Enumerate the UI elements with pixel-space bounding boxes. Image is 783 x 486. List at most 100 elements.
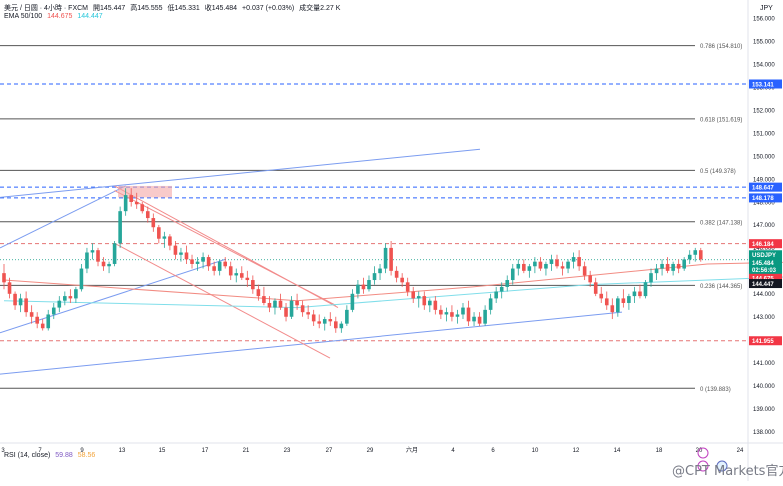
level-badge-text-141.955: 141.955 [752, 339, 774, 345]
candle-body [206, 257, 211, 267]
level-badge-text-153.141: 153.141 [752, 82, 774, 88]
y-tick-label: 152.000 [753, 108, 775, 114]
candle-body [555, 259, 559, 267]
candle-body [101, 261, 106, 267]
candle-body [588, 275, 592, 283]
y-tick-label: 155.000 [753, 40, 775, 46]
candle-body [671, 263, 675, 271]
high-label: 高 [130, 5, 138, 12]
candle-body [488, 298, 493, 310]
level-badge-text-148.647: 148.647 [752, 185, 774, 191]
candle-body [184, 252, 189, 260]
low-label: 低 [167, 5, 175, 12]
candle-body [356, 284, 360, 294]
channel-line-lower [114, 242, 331, 359]
candle-body [345, 309, 349, 324]
price-badge-text-1: 145.484 [752, 261, 774, 267]
y-tick-label: 138.000 [753, 430, 775, 436]
fib-label-0.5: 0.5 (149.378) [700, 169, 736, 175]
candle-body [378, 268, 382, 274]
flag-icon [716, 460, 728, 472]
fib-label-0.236: 0.236 (144.365) [700, 284, 742, 290]
candle-body [599, 293, 604, 299]
candle-body [544, 263, 548, 269]
x-tick-label: 29 [367, 448, 374, 454]
candle-body [29, 312, 34, 317]
candle-body [339, 323, 344, 329]
candle-body [577, 257, 581, 267]
candle-body [649, 273, 653, 283]
candle-body [466, 307, 471, 322]
candle-body [610, 305, 615, 313]
x-tick-label: 3 [1, 448, 5, 454]
candle-body [107, 263, 111, 267]
candle-body [112, 243, 117, 264]
candle-body [405, 282, 410, 292]
candle-body [566, 261, 570, 269]
candle-body [63, 296, 67, 301]
candle-body [499, 286, 504, 292]
trend-line-upper [0, 148, 481, 198]
candle-body [212, 266, 216, 271]
candle-body [665, 263, 670, 271]
x-tick-label: 18 [656, 448, 663, 454]
x-tick-label: 17 [202, 448, 209, 454]
candle-body [228, 266, 233, 276]
candle-body [687, 254, 692, 260]
fib-label-0.786: 0.786 (154.810) [700, 44, 742, 50]
candle-body [394, 270, 399, 278]
x-tick-label: 9 [80, 448, 84, 454]
ema100-value: 144.447 [77, 13, 103, 20]
candle-body [510, 268, 515, 281]
change-value: +0.037 (+0.03%) [242, 5, 295, 12]
candle-body [477, 316, 482, 324]
fib-label-0.382: 0.382 (147.138) [700, 220, 742, 226]
x-tick-label: 六月 [406, 446, 418, 454]
candle-body [40, 323, 45, 329]
candle-body [433, 300, 438, 310]
candle-body [643, 282, 648, 297]
x-tick-label: 15 [159, 448, 166, 454]
price-badge-0 [749, 250, 782, 260]
candle-body [157, 227, 161, 239]
candle-body [632, 291, 637, 297]
candle-body [444, 312, 449, 315]
candle-body [74, 289, 78, 299]
candle-body [311, 314, 316, 322]
x-tick-label: 23 [284, 448, 291, 454]
rsi-value-1: 59.88 [55, 452, 73, 459]
level-badge-text-146.184: 146.184 [752, 242, 774, 248]
candle-body [627, 296, 631, 303]
y-tick-label: 141.000 [753, 361, 775, 367]
candle-body [201, 257, 205, 262]
candle-body [85, 252, 89, 269]
candle-body [284, 307, 288, 317]
candle-body [289, 300, 294, 317]
level-badge-148.647 [749, 182, 782, 192]
level-badge-146.184 [749, 239, 782, 249]
candle-body [693, 250, 698, 255]
candle-body [46, 314, 51, 329]
candle-body [317, 321, 322, 324]
candle-body [217, 261, 222, 271]
candle-body [278, 300, 283, 308]
y-tick-label: 156.000 [753, 17, 775, 23]
fib-label-0: 0 (139.883) [700, 387, 731, 393]
event-icon [697, 447, 709, 459]
candle-body [533, 261, 537, 267]
y-tick-label: 153.000 [753, 86, 775, 92]
candle-body [24, 298, 28, 313]
candle-body [389, 247, 393, 271]
price-badge-4 [749, 279, 782, 289]
channel-line-upper-2 [114, 185, 339, 309]
supply-zone [118, 185, 172, 198]
candle-body [68, 296, 73, 299]
candle-body [472, 316, 476, 322]
candle-body [267, 302, 272, 308]
price-badge-1 [749, 258, 782, 268]
candle-body [361, 284, 366, 290]
candle-body [372, 273, 377, 281]
candle-body [505, 280, 510, 287]
candle-body [96, 250, 100, 262]
